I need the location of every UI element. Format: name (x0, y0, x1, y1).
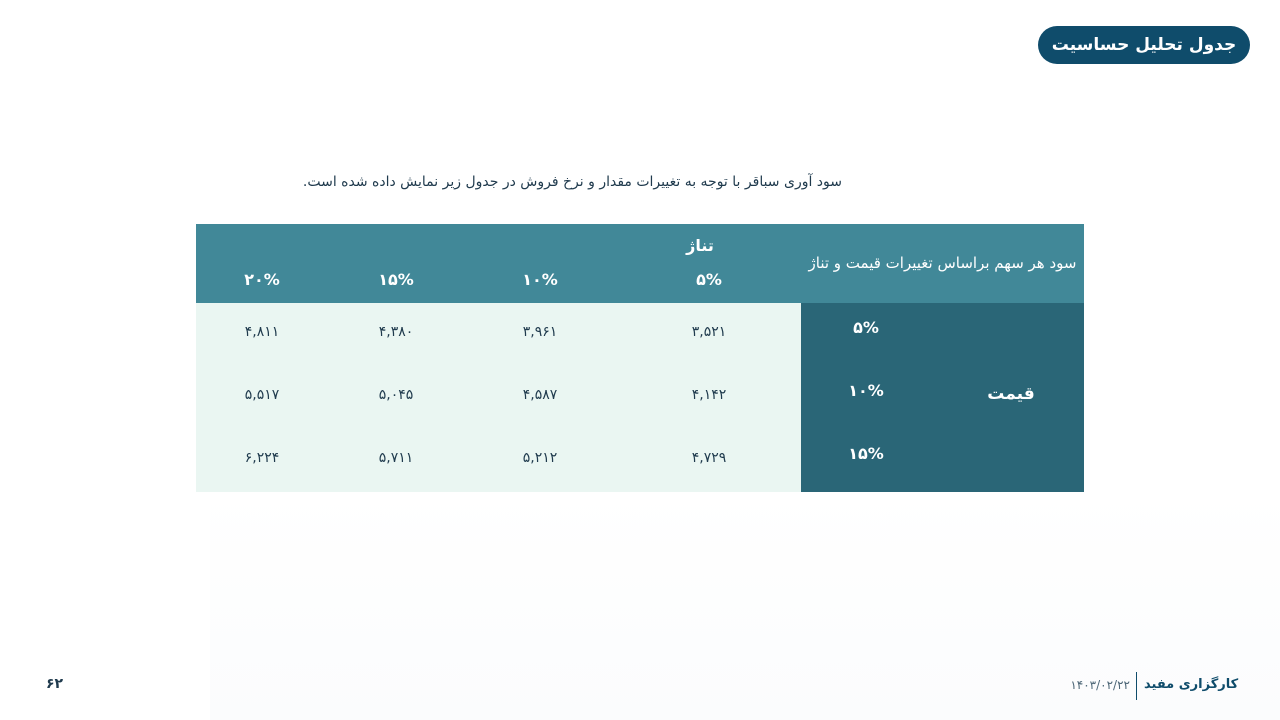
table-cell: ۳,۹۶۱ (522, 324, 558, 340)
background-panel (210, 490, 1280, 720)
table-cell: ۵,۲۱۲ (522, 450, 558, 466)
table-cell: ۵,۵۱۷ (244, 387, 280, 403)
table-cell: ۴,۸۱۱ (244, 324, 280, 340)
footer-brand: کارگزاری مفید (1144, 677, 1239, 692)
page-title: جدول تحلیل حساسیت (1038, 26, 1250, 64)
row-header-panel (801, 303, 1084, 492)
table-header (196, 224, 1084, 303)
table-cell: ۴,۱۴۲ (691, 387, 727, 403)
row-header: ۱۵% (848, 444, 884, 463)
column-group-label: تناژ (686, 236, 714, 255)
table-cell: ۵,۷۱۱ (378, 450, 414, 466)
row-group-label: قیمت (987, 384, 1035, 404)
footer-divider (1136, 672, 1137, 700)
footer-date: ۱۴۰۳/۰۲/۲۲ (1070, 678, 1130, 692)
row-header: ۱۰% (848, 381, 884, 400)
column-header: ۱۰% (522, 270, 558, 289)
table-cell: ۴,۷۲۹ (691, 450, 727, 466)
table-cell: ۶,۲۲۴ (244, 450, 280, 466)
sensitivity-table: تناژ سود هر سهم براساس تغییرات قیمت و تن… (196, 224, 1084, 492)
intro-text: سود آوری سباقر با توجه به تغییرات مقدار … (302, 174, 842, 190)
column-header: ۲۰% (244, 270, 280, 289)
page-number: ۶۲ (46, 676, 64, 692)
table-cell: ۴,۳۸۰ (378, 324, 414, 340)
table-title: سود هر سهم براساس تغییرات قیمت و تناژ (808, 254, 1077, 272)
table-body (196, 303, 801, 492)
column-header: ۱۵% (378, 270, 414, 289)
column-header: ۵% (696, 270, 722, 289)
row-header: ۵% (853, 318, 879, 337)
table-cell: ۳,۵۲۱ (691, 324, 727, 340)
table-cell: ۴,۵۸۷ (522, 387, 558, 403)
table-cell: ۵,۰۴۵ (378, 387, 414, 403)
